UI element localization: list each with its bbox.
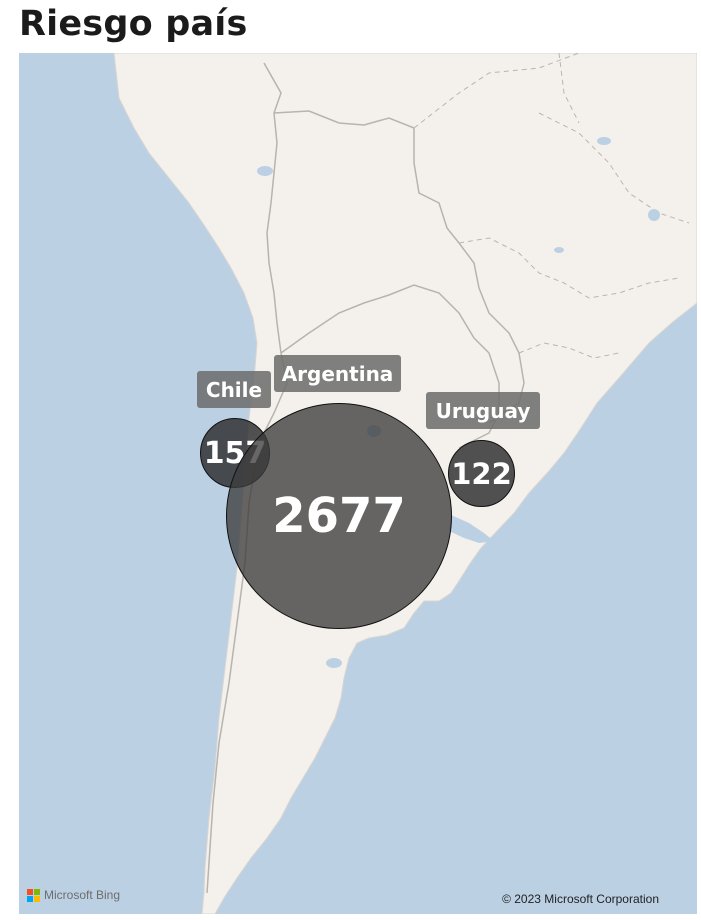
bing-logo: Microsoft Bing [27,888,120,902]
country-label-uruguay: Uruguay [426,392,540,429]
country-label-chile: Chile [197,371,271,408]
microsoft-logo-icon [27,888,40,902]
bubble-argentina[interactable]: 2677 [226,403,452,629]
rio-de-la-plata [449,515,494,543]
page-title: Riesgo país [19,4,248,44]
country-label-argentina: Argentina [274,355,401,392]
state-borders [413,53,690,359]
bing-attribution-text: Microsoft Bing [44,888,121,902]
map-copyright: © 2023 Microsoft Corporation [502,892,659,906]
map-view[interactable]: Chile Argentina Uruguay 157 2677 122 Mic… [19,53,697,914]
bubble-uruguay[interactable]: 122 [448,440,515,507]
